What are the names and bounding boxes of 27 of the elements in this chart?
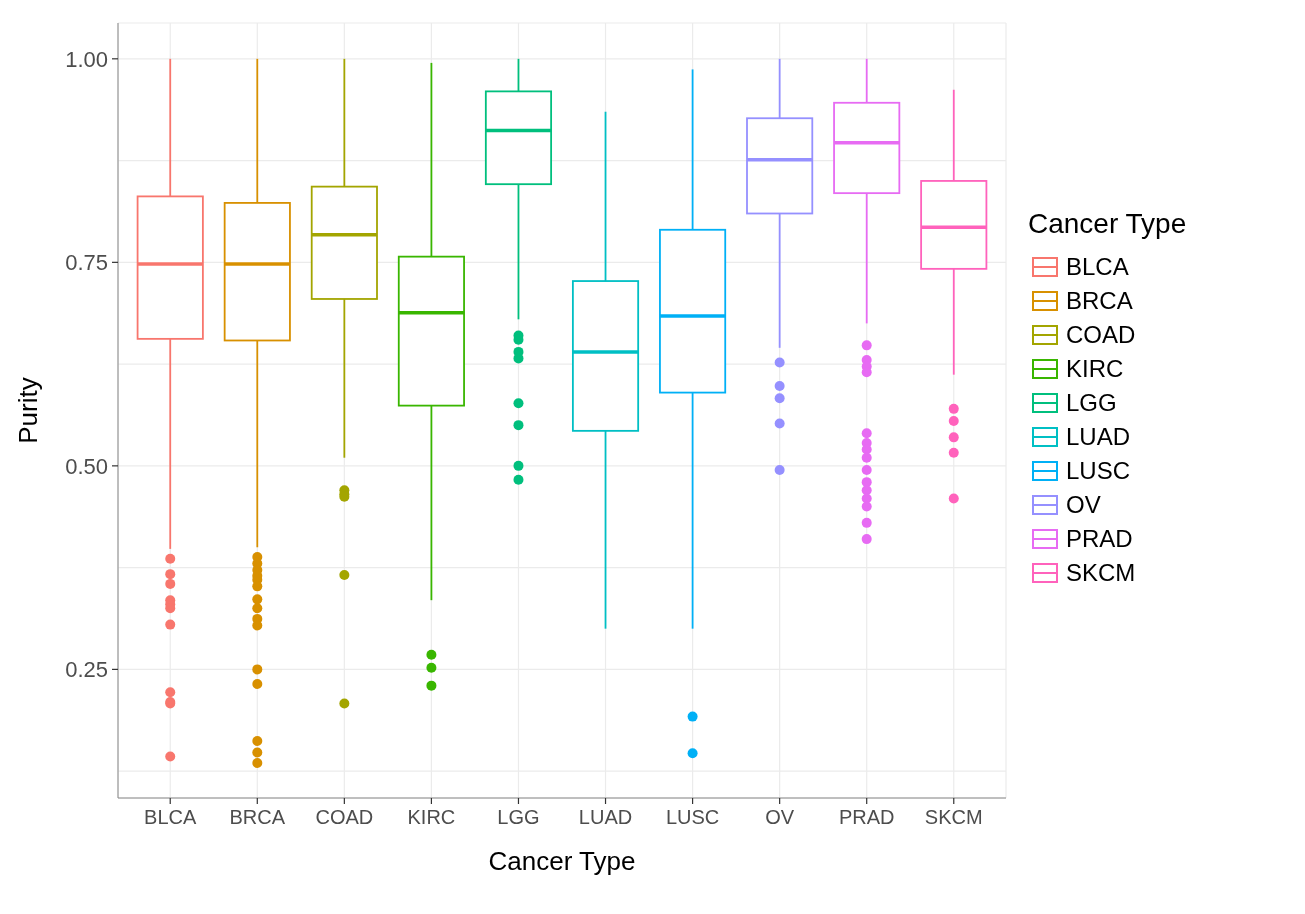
x-tick-label: LUAD — [578, 806, 633, 828]
legend-label: LUSC — [1066, 457, 1131, 485]
x-tick-label: KIRC — [407, 806, 456, 828]
x-tick-label: BRCA — [229, 806, 286, 828]
y-axis-title: Purity — [13, 377, 44, 444]
legend-title: Cancer Type — [1028, 208, 1187, 240]
y-tick-label: 0.75 — [65, 250, 108, 276]
legend-label: KIRC — [1066, 355, 1124, 383]
legend-label: SKCM — [1066, 559, 1136, 587]
x-tick-label: PRAD — [838, 806, 895, 828]
x-tick-label: BLCA — [144, 806, 198, 828]
legend-label: OV — [1066, 491, 1101, 519]
x-tick-label: LUSC — [665, 806, 720, 828]
y-tick-label: 0.25 — [65, 657, 108, 683]
x-tick-label: SKCM — [924, 806, 983, 828]
legend-label: LGG — [1066, 389, 1117, 417]
x-tick-label: OV — [765, 806, 795, 828]
legend-label: LUAD — [1066, 423, 1131, 451]
legend-label: BLCA — [1066, 253, 1129, 281]
x-tick-label: LGG — [497, 806, 540, 828]
legend-label: COAD — [1066, 321, 1136, 349]
legend-label: BRCA — [1066, 287, 1133, 315]
x-tick-label: COAD — [315, 806, 374, 828]
y-tick-label: 0.50 — [65, 453, 108, 479]
x-axis-title: Cancer Type — [488, 846, 636, 876]
legend-label: PRAD — [1066, 525, 1133, 553]
y-tick-label: 1.00 — [65, 46, 108, 72]
